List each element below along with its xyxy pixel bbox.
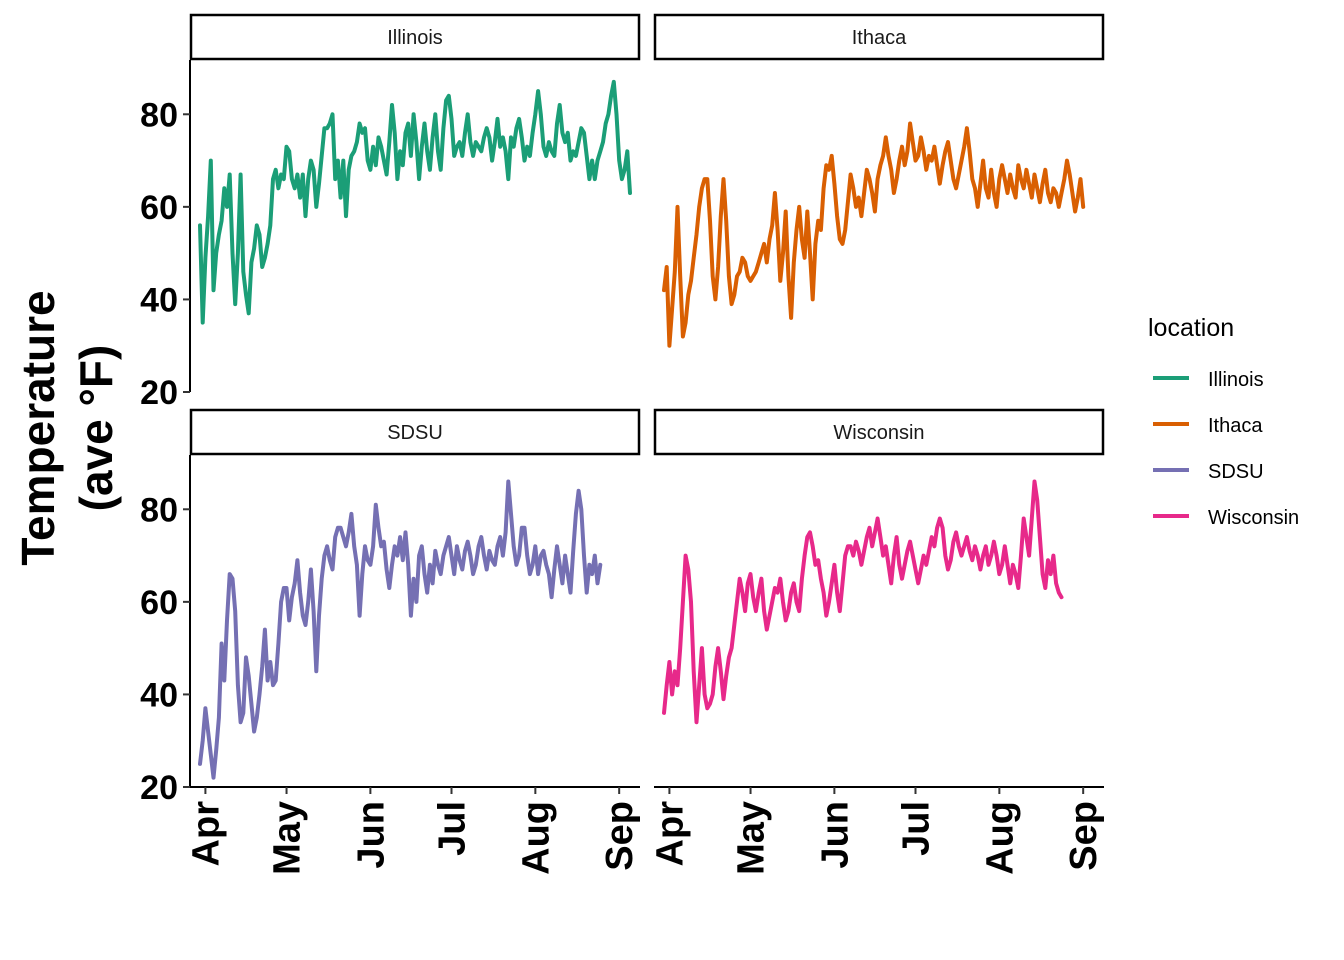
legend-item-wisconsin: Wisconsin <box>1153 507 1299 529</box>
facet-panel-illinois: Illinois 20 40 60 80 <box>140 13 641 412</box>
x-tick-label: Jul <box>432 801 474 856</box>
y-tick-label: 20 <box>140 374 178 412</box>
x-tick-label: Apr <box>185 801 227 867</box>
series-line-wisconsin <box>662 479 1064 725</box>
x-tick-label: Jun <box>814 801 856 869</box>
facet-panel-wisconsin: Wisconsin Apr May Jun Jul Aug Sep <box>649 408 1105 875</box>
legend-label: Illinois <box>1208 369 1264 391</box>
y-axis-label: (ave °F) <box>70 345 122 512</box>
facet-panels: Illinois 20 40 60 80 Ithaca SDSU 20 40 60 80 Apr May… <box>140 13 1105 875</box>
y-tick-label: 40 <box>140 281 178 319</box>
facet-panel-ithaca: Ithaca <box>653 13 1105 348</box>
x-tick-label: Jul <box>896 801 938 856</box>
legend-label: SDSU <box>1208 461 1264 483</box>
x-tick-label: May <box>267 801 309 875</box>
legend-item-sdsu: SDSU <box>1153 461 1264 483</box>
x-tick-label: Sep <box>1063 801 1105 871</box>
x-tick-label: May <box>731 801 773 875</box>
x-tick-label: Jun <box>350 801 392 869</box>
facet-strip <box>653 408 1105 456</box>
facet-strip <box>653 13 1105 61</box>
legend-label: Wisconsin <box>1208 507 1299 529</box>
facet-strip-label: SDSU <box>387 422 443 444</box>
y-tick-label: 20 <box>140 769 178 807</box>
y-axis-label: Temperature <box>12 290 64 565</box>
series-line-ithaca <box>662 121 1086 348</box>
facet-strip <box>189 408 641 456</box>
legend-item-illinois: Illinois <box>1153 369 1264 391</box>
x-tick-label: Sep <box>599 801 641 871</box>
y-tick-label: 40 <box>140 676 178 714</box>
x-tick-label: Aug <box>515 801 557 875</box>
y-axis-title: Temperature (ave °F) <box>12 290 122 565</box>
y-tick-label: 80 <box>140 96 178 134</box>
facet-strip-label: Illinois <box>387 27 443 49</box>
facet-strip-label: Ithaca <box>852 27 907 49</box>
series-line-illinois <box>198 79 632 325</box>
x-tick-label: Aug <box>979 801 1021 875</box>
series-line-sdsu <box>198 479 603 780</box>
y-tick-label: 60 <box>140 189 178 227</box>
legend: location Illinois Ithaca SDSU Wisconsin <box>1148 314 1299 529</box>
facet-panel-sdsu: SDSU 20 40 60 80 Apr May Jun Jul Aug Sep <box>140 408 641 875</box>
y-tick-label: 60 <box>140 584 178 622</box>
y-tick-label: 80 <box>140 491 178 529</box>
legend-item-ithaca: Ithaca <box>1153 415 1263 437</box>
legend-label: Ithaca <box>1208 415 1263 437</box>
facet-strip <box>189 13 641 61</box>
legend-title: location <box>1148 314 1234 342</box>
facet-strip-label: Wisconsin <box>833 422 924 444</box>
x-tick-label: Apr <box>649 801 691 867</box>
